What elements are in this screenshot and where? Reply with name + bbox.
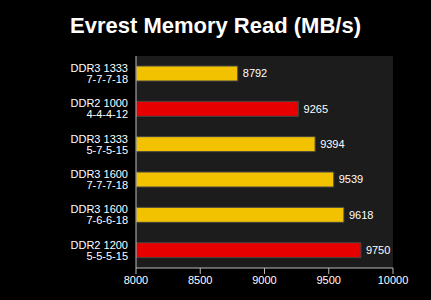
svg-text:9394: 9394 — [320, 138, 344, 150]
svg-text:DDR3 16007-6-6-18: DDR3 16007-6-6-18 — [71, 203, 128, 226]
svg-text:9000: 9000 — [252, 274, 276, 286]
html-text:Evrest Memory Read (MB/s): Evrest Memory Read (MB/s) — [70, 13, 361, 38]
svg-text:9265: 9265 — [304, 103, 328, 115]
svg-text:8792: 8792 — [243, 67, 267, 79]
svg-text:DDR2 10004-4-4-12: DDR2 10004-4-4-12 — [71, 97, 128, 120]
svg-text:DDR3 13335-7-5-15: DDR3 13335-7-5-15 — [71, 133, 128, 156]
svg-text:8000: 8000 — [124, 274, 148, 286]
svg-text:8500: 8500 — [188, 274, 212, 286]
svg-text:9618: 9618 — [349, 209, 373, 221]
svg-text:10000: 10000 — [378, 274, 409, 286]
svg-text:9500: 9500 — [317, 274, 341, 286]
svg-text:9539: 9539 — [339, 173, 363, 185]
svg-text:DDR3 13337-7-7-18: DDR3 13337-7-7-18 — [71, 62, 128, 85]
svg-text:DDR3 16007-7-7-18: DDR3 16007-7-7-18 — [71, 168, 128, 191]
svg-text:9750: 9750 — [366, 244, 390, 256]
svg-text:DDR2 12005-5-5-15: DDR2 12005-5-5-15 — [71, 239, 128, 262]
